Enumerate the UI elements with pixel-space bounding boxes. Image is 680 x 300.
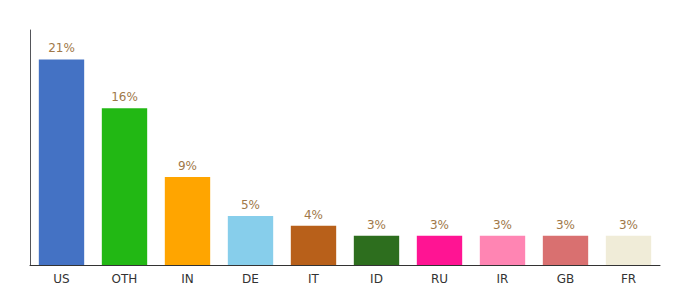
svg-text:3%: 3% [367, 218, 386, 232]
svg-text:3%: 3% [493, 218, 512, 232]
svg-text:3%: 3% [556, 218, 575, 232]
svg-text:IN: IN [181, 272, 194, 286]
svg-text:US: US [53, 272, 69, 286]
svg-text:FR: FR [621, 272, 636, 286]
svg-text:IT: IT [308, 272, 320, 286]
svg-text:21%: 21% [48, 41, 75, 55]
svg-text:3%: 3% [430, 218, 449, 232]
svg-text:3%: 3% [619, 218, 638, 232]
svg-text:4%: 4% [304, 208, 323, 222]
svg-text:5%: 5% [241, 198, 260, 212]
svg-text:GB: GB [557, 272, 575, 286]
svg-text:DE: DE [242, 272, 259, 286]
svg-text:IR: IR [497, 272, 509, 286]
svg-text:16%: 16% [111, 90, 138, 104]
svg-text:ID: ID [370, 272, 383, 286]
svg-text:9%: 9% [178, 159, 197, 173]
svg-text:OTH: OTH [112, 272, 138, 286]
svg-text:RU: RU [431, 272, 448, 286]
